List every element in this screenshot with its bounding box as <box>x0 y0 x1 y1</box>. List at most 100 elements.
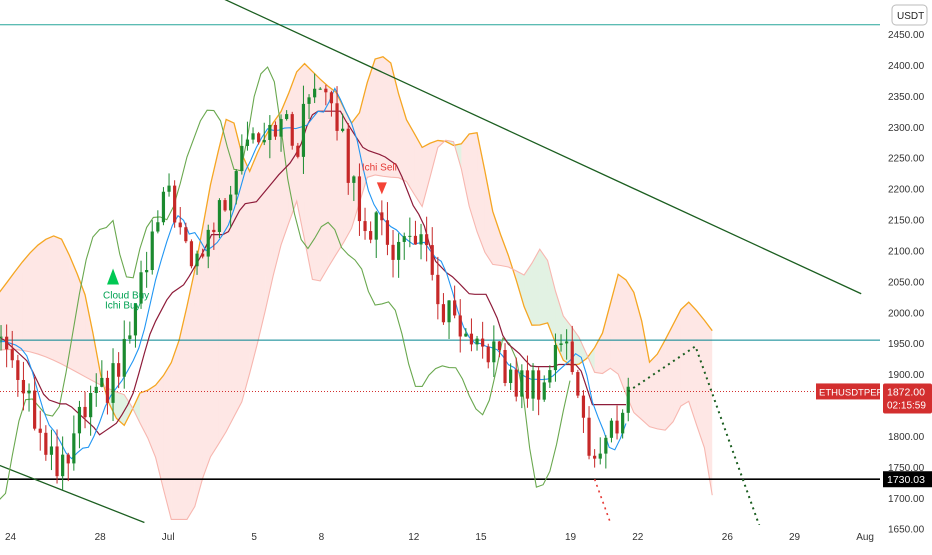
candle-body <box>565 341 569 344</box>
cloud-segment <box>398 94 407 182</box>
candle-body <box>184 227 188 242</box>
candle-body <box>357 176 362 222</box>
cloud-segment <box>53 235 62 365</box>
time-axis <box>0 525 880 550</box>
candle-body <box>77 406 82 434</box>
candle-body <box>402 236 406 242</box>
currency-button[interactable] <box>891 4 928 26</box>
cloud-segment <box>696 310 705 448</box>
y-tick-label: 2400.00 <box>888 61 925 72</box>
candle-body <box>385 220 390 245</box>
candle-body <box>139 272 143 304</box>
cloud-segment <box>155 375 164 490</box>
candle-body <box>430 245 434 275</box>
candle-body <box>145 270 149 273</box>
candle-body <box>290 114 294 146</box>
x-tick-label: 29 <box>789 532 801 543</box>
ichi-sell-label: Ichi Sell <box>362 162 397 173</box>
candle-body <box>520 370 524 397</box>
cloud-segment <box>77 273 86 377</box>
candle-body <box>201 253 205 257</box>
cloud-segment <box>273 111 282 276</box>
candle-body <box>475 338 479 345</box>
candle-body <box>391 244 395 260</box>
y-tick-label: 2100.00 <box>888 246 925 257</box>
cloud-segment <box>257 136 266 344</box>
cloud-segment <box>124 394 133 426</box>
candle-body <box>72 433 76 464</box>
x-tick-label: Aug <box>856 532 874 543</box>
y-tick-label: 2300.00 <box>888 123 925 134</box>
cloud-segment <box>649 354 658 429</box>
candle-body <box>615 420 619 434</box>
cloud-segment <box>0 282 7 351</box>
cloud-segment <box>500 234 509 267</box>
candle-body <box>5 336 9 350</box>
candle-body <box>150 231 154 271</box>
cloud-segment <box>116 391 125 426</box>
x-tick-label: 8 <box>319 532 325 543</box>
candle-body <box>604 437 608 454</box>
candle-body <box>374 212 378 240</box>
cloud-segment <box>492 211 501 266</box>
candle-body <box>363 221 367 232</box>
support-tag <box>883 471 932 488</box>
candle-body <box>268 124 272 140</box>
candle-body <box>10 349 14 361</box>
candle-body <box>481 338 485 347</box>
trendline-1[interactable] <box>0 461 145 524</box>
candle-body <box>593 455 597 459</box>
cloud-segment <box>202 184 211 479</box>
cloud-segment <box>179 306 187 520</box>
candle-body <box>16 360 20 380</box>
cloud-segment <box>547 260 556 343</box>
trendline-0[interactable] <box>0 0 862 295</box>
price-axis <box>880 0 932 550</box>
candle-body <box>352 176 356 183</box>
senkou-span-a <box>0 56 713 427</box>
cloud-segment <box>531 249 540 326</box>
candle-body <box>83 406 87 418</box>
candle-body <box>128 335 132 339</box>
candle-body <box>598 453 602 459</box>
candle-body <box>425 234 429 246</box>
candle-body <box>212 229 216 233</box>
last-price-value: 1872.00 <box>887 386 925 398</box>
x-tick-label: 24 <box>5 532 17 543</box>
cloud-segment <box>335 92 344 255</box>
cloud-segment <box>539 249 548 326</box>
cloud-segment <box>657 339 666 431</box>
candle-body <box>285 114 289 120</box>
lagging-span <box>0 66 571 500</box>
y-tick-label: 2150.00 <box>888 216 925 227</box>
candle-body <box>66 454 70 464</box>
candle-body <box>559 343 563 345</box>
candle-body <box>581 395 586 418</box>
y-tick-label: 1900.00 <box>888 370 925 381</box>
candle-body <box>509 369 513 384</box>
candle-body <box>245 139 250 146</box>
projection-down-red <box>593 478 612 523</box>
cloud-segment <box>586 347 595 373</box>
cloud-segment <box>320 79 329 281</box>
ichi-sell-arrow <box>376 182 387 195</box>
candle-body <box>318 88 322 90</box>
cloud-segment <box>61 239 70 369</box>
cloud-segment <box>484 171 493 265</box>
candle-body <box>553 344 558 371</box>
candle-body <box>223 200 227 211</box>
candle-body <box>234 171 238 195</box>
cloud-segment <box>218 119 227 445</box>
candle-body <box>301 103 306 157</box>
candle-body <box>329 92 334 104</box>
cloud-segment <box>367 59 376 178</box>
candle-body <box>240 145 244 172</box>
candle-body <box>229 194 233 211</box>
y-tick-label: 1950.00 <box>888 339 925 350</box>
cloud-segment <box>312 71 321 281</box>
candle-body <box>497 341 502 350</box>
candle-body <box>486 346 490 363</box>
candle-body <box>626 386 630 413</box>
